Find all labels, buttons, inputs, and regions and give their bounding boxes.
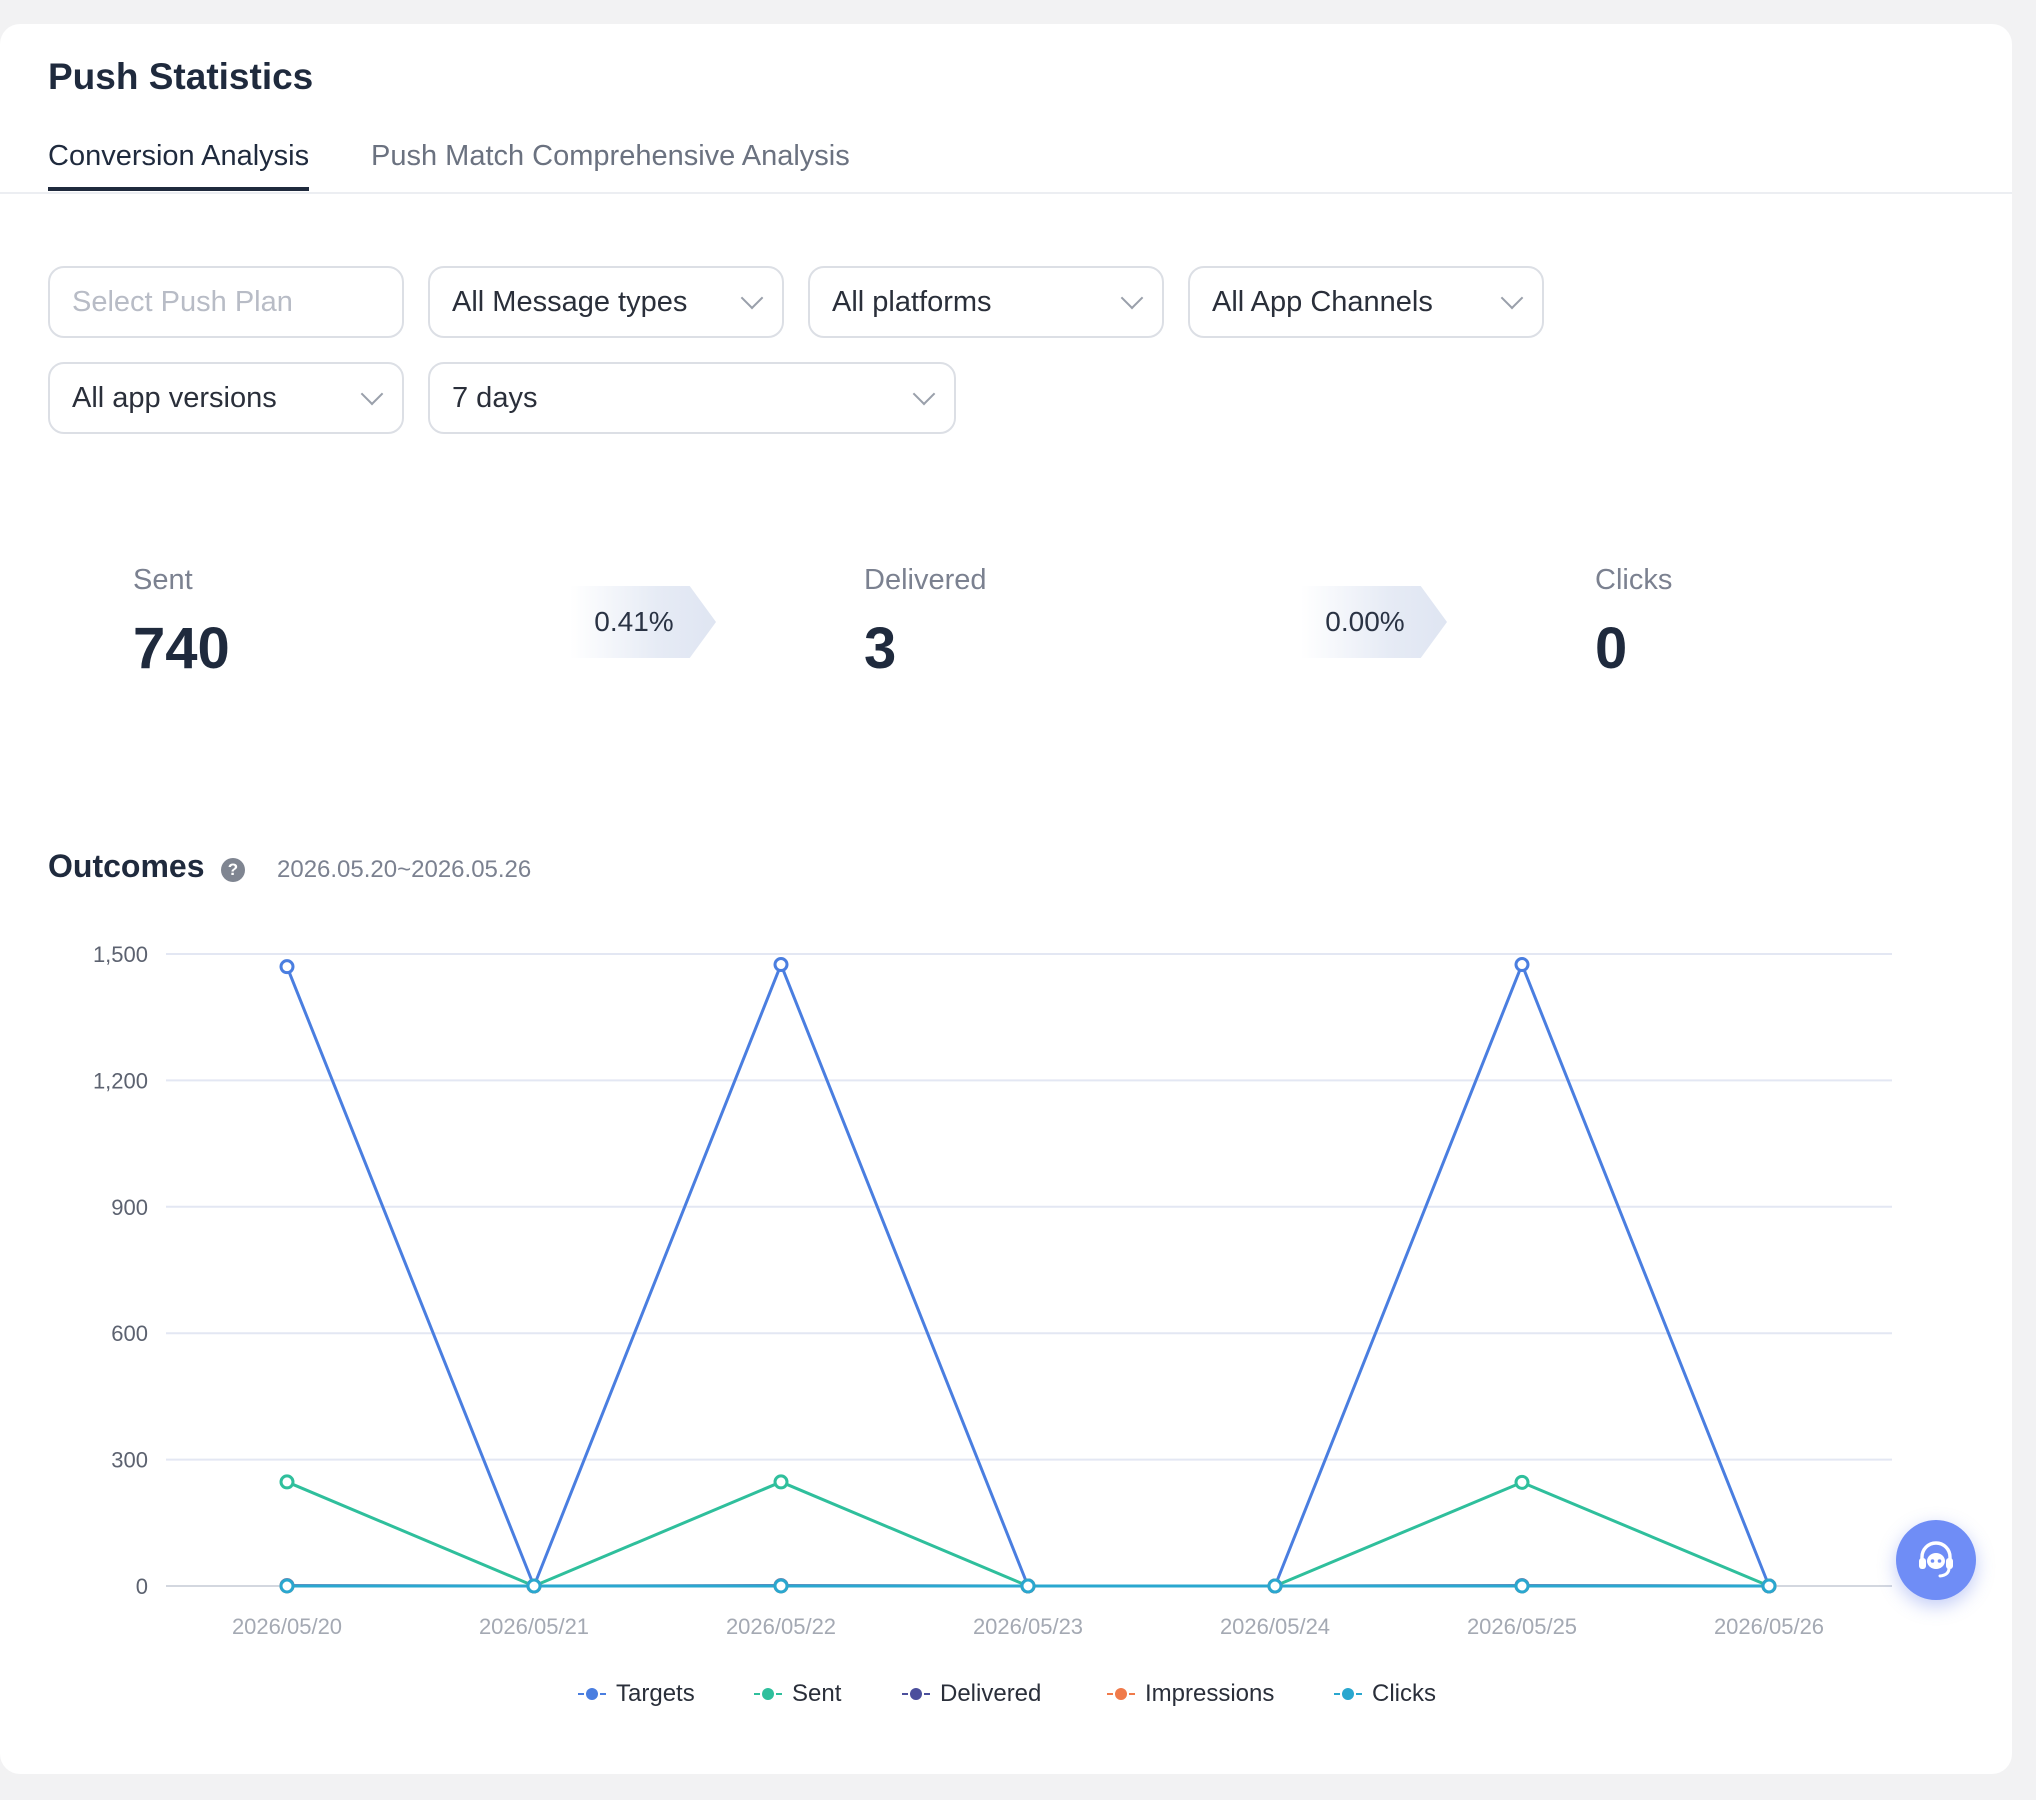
data-point-sent <box>279 1474 295 1490</box>
legend-label: Targets <box>616 1680 695 1707</box>
stat-delivered-label: Delivered <box>864 564 987 596</box>
data-point-targets <box>279 959 295 975</box>
stat-sent-label: Sent <box>133 564 193 596</box>
data-point-clicks <box>526 1578 542 1594</box>
data-point-targets <box>1514 957 1530 973</box>
time-range-select[interactable]: 7 days <box>428 362 956 434</box>
legend-label: Impressions <box>1145 1680 1275 1707</box>
legend-marker <box>578 1688 606 1700</box>
delivered-to-clicks-rate: 0.00% <box>1301 586 1447 658</box>
data-point-clicks <box>1514 1578 1530 1594</box>
legend-marker <box>902 1688 930 1700</box>
stat-clicks-value: 0 <box>1595 616 1628 681</box>
stat-sent-value: 740 <box>133 616 230 681</box>
platform-select[interactable]: All platforms <box>808 266 1164 338</box>
tab-bar: Conversion Analysis Push Match Comprehen… <box>0 132 2012 194</box>
stat-clicks: Clicks 0 <box>1595 564 1672 682</box>
chart-legend: Targets Sent Delivered Impressions Clicks <box>0 1680 2012 1716</box>
x-tick-label: 2026/05/22 <box>726 1614 836 1639</box>
stat-sent: Sent 740 <box>133 564 230 682</box>
app-channel-value: All App Channels <box>1212 285 1433 318</box>
message-type-value: All Message types <box>452 285 688 318</box>
data-point-sent <box>1514 1474 1530 1490</box>
y-tick-label: 900 <box>111 1195 148 1220</box>
data-point-clicks <box>1020 1578 1036 1594</box>
legend-item-sent[interactable]: Sent <box>754 1680 841 1708</box>
legend-item-delivered[interactable]: Delivered <box>902 1680 1041 1708</box>
customer-support-button[interactable] <box>1896 1520 1976 1600</box>
y-tick-label: 300 <box>111 1448 148 1473</box>
legend-item-clicks[interactable]: Clicks <box>1334 1680 1436 1708</box>
data-point-clicks <box>1267 1578 1283 1594</box>
headset-icon <box>1919 1541 1953 1578</box>
x-tick-label: 2026/05/23 <box>973 1614 1083 1639</box>
y-tick-label: 600 <box>111 1321 148 1346</box>
message-type-select[interactable]: All Message types <box>428 266 784 338</box>
chevron-down-icon <box>912 382 936 406</box>
app-channel-select[interactable]: All App Channels <box>1188 266 1544 338</box>
app-version-value: All app versions <box>72 381 277 414</box>
x-tick-label: 2026/05/24 <box>1220 1614 1330 1639</box>
data-point-clicks <box>773 1578 789 1594</box>
x-tick-label: 2026/05/20 <box>232 1614 342 1639</box>
chevron-down-icon <box>1120 286 1144 310</box>
data-point-targets <box>773 957 789 973</box>
outcomes-line-chart: 0 300 600 900 1,200 1,500 2026/05/20 2026/05/21… <box>93 942 1892 1639</box>
legend-item-impressions[interactable]: Impressions <box>1107 1680 1274 1708</box>
x-tick-label: 2026/05/26 <box>1714 1614 1824 1639</box>
stat-clicks-label: Clicks <box>1595 564 1673 596</box>
legend-label: Clicks <box>1372 1680 1436 1707</box>
legend-marker <box>1107 1688 1135 1700</box>
sent-to-delivered-rate: 0.41% <box>570 586 716 658</box>
y-tick-label: 1,200 <box>93 1068 148 1093</box>
push-plan-search-input[interactable] <box>72 285 449 319</box>
outcomes-title: Outcomes <box>48 848 205 884</box>
tab-conversion-analysis[interactable]: Conversion Analysis <box>48 140 310 191</box>
x-tick-label: 2026/05/25 <box>1467 1614 1577 1639</box>
app-version-select[interactable]: All app versions <box>48 362 404 434</box>
outcomes-date-range: 2026.05.20~2026.05.26 <box>277 856 532 883</box>
series-line-sent <box>286 1480 1770 1588</box>
x-tick-label: 2026/05/21 <box>479 1614 589 1639</box>
legend-marker <box>1334 1688 1362 1700</box>
data-point-clicks <box>279 1578 295 1594</box>
platform-value: All platforms <box>832 285 992 318</box>
question-circle-icon[interactable]: ? <box>221 858 245 882</box>
time-range-value: 7 days <box>452 381 538 414</box>
stat-delivered-value: 3 <box>864 616 897 681</box>
page-title: Push Statistics <box>48 56 314 97</box>
legend-item-targets[interactable]: Targets <box>578 1680 695 1708</box>
data-point-clicks <box>1761 1578 1777 1594</box>
chevron-down-icon <box>1500 286 1524 310</box>
legend-marker <box>754 1688 782 1700</box>
tab-push-match-analysis[interactable]: Push Match Comprehensive Analysis <box>371 140 850 172</box>
legend-label: Delivered <box>940 1680 1042 1707</box>
chevron-down-icon <box>740 286 764 310</box>
data-point-sent <box>773 1474 789 1490</box>
y-tick-label: 0 <box>136 1574 148 1599</box>
legend-label: Sent <box>792 1680 842 1707</box>
push-plan-search-field[interactable] <box>48 266 485 338</box>
chevron-down-icon <box>360 382 384 406</box>
y-tick-label: 1,500 <box>93 942 148 967</box>
stat-delivered: Delivered 3 <box>864 564 987 682</box>
